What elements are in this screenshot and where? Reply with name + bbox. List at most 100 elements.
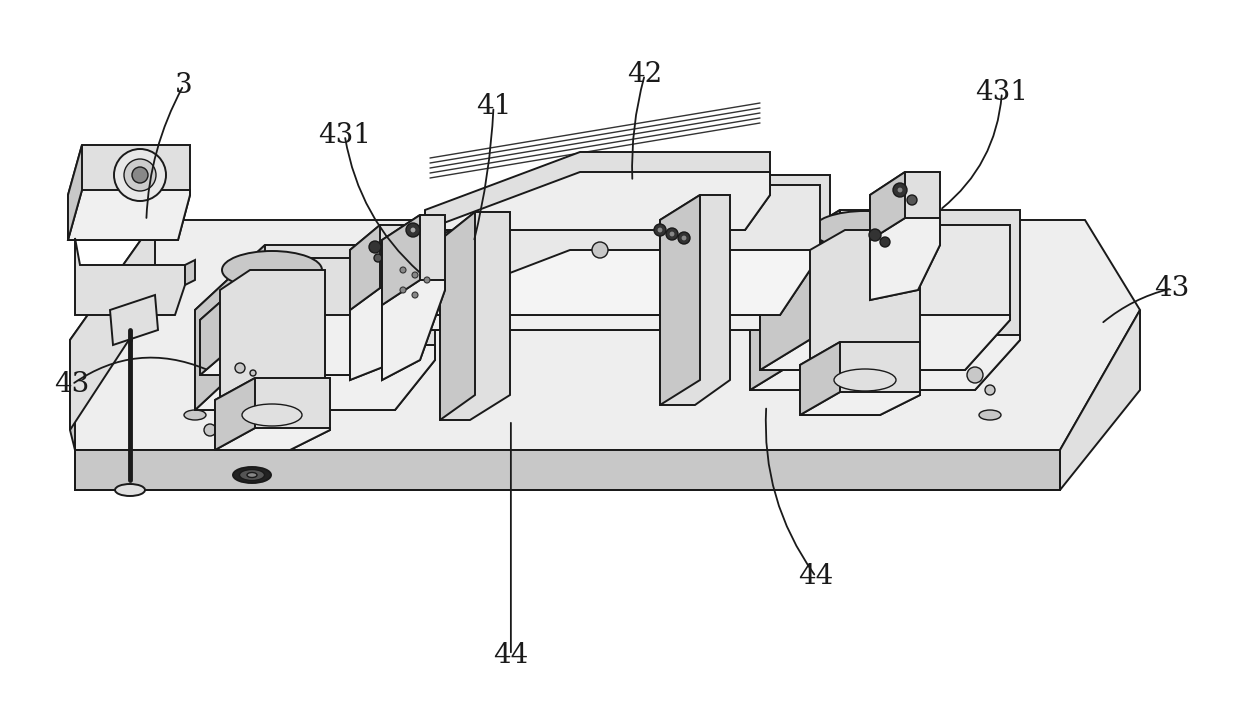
Circle shape bbox=[666, 228, 678, 240]
Polygon shape bbox=[750, 210, 1021, 390]
Polygon shape bbox=[69, 220, 1140, 450]
Circle shape bbox=[906, 195, 918, 205]
Circle shape bbox=[967, 367, 983, 383]
Polygon shape bbox=[69, 220, 155, 430]
Circle shape bbox=[410, 227, 415, 233]
Ellipse shape bbox=[184, 410, 206, 420]
Circle shape bbox=[401, 267, 405, 273]
Circle shape bbox=[396, 263, 410, 277]
Circle shape bbox=[653, 224, 666, 236]
Polygon shape bbox=[195, 345, 435, 410]
Circle shape bbox=[205, 424, 216, 436]
Ellipse shape bbox=[980, 410, 1001, 420]
Polygon shape bbox=[69, 340, 74, 450]
Polygon shape bbox=[110, 295, 157, 345]
Polygon shape bbox=[1060, 310, 1140, 490]
Polygon shape bbox=[350, 288, 410, 380]
Circle shape bbox=[405, 223, 420, 237]
Text: 43: 43 bbox=[1154, 275, 1189, 302]
Polygon shape bbox=[200, 315, 379, 375]
Polygon shape bbox=[660, 195, 730, 405]
Circle shape bbox=[250, 370, 255, 376]
Circle shape bbox=[370, 241, 381, 253]
Polygon shape bbox=[215, 378, 330, 450]
Circle shape bbox=[657, 227, 663, 233]
Polygon shape bbox=[760, 225, 849, 370]
Circle shape bbox=[124, 159, 156, 191]
Text: 431: 431 bbox=[319, 122, 371, 149]
Circle shape bbox=[408, 268, 422, 282]
Polygon shape bbox=[382, 215, 445, 380]
Polygon shape bbox=[185, 260, 195, 285]
Circle shape bbox=[412, 272, 418, 278]
Polygon shape bbox=[74, 450, 1060, 490]
Text: 44: 44 bbox=[494, 642, 528, 669]
Polygon shape bbox=[219, 270, 325, 415]
Polygon shape bbox=[391, 265, 830, 330]
Polygon shape bbox=[440, 212, 510, 420]
Polygon shape bbox=[425, 152, 770, 230]
Circle shape bbox=[893, 183, 906, 197]
Polygon shape bbox=[870, 172, 905, 240]
Circle shape bbox=[670, 231, 675, 237]
Circle shape bbox=[374, 254, 382, 262]
Ellipse shape bbox=[233, 467, 272, 483]
Ellipse shape bbox=[242, 404, 303, 426]
Ellipse shape bbox=[115, 484, 145, 496]
Polygon shape bbox=[350, 225, 410, 380]
Circle shape bbox=[678, 232, 689, 244]
Polygon shape bbox=[391, 175, 560, 330]
Ellipse shape bbox=[812, 211, 918, 249]
Polygon shape bbox=[215, 428, 330, 450]
Ellipse shape bbox=[222, 251, 322, 289]
Circle shape bbox=[712, 237, 728, 253]
Text: 431: 431 bbox=[976, 79, 1028, 106]
Polygon shape bbox=[401, 250, 820, 315]
Text: 44: 44 bbox=[799, 563, 833, 590]
Polygon shape bbox=[760, 315, 1011, 370]
Circle shape bbox=[897, 187, 903, 193]
Circle shape bbox=[869, 229, 880, 241]
Ellipse shape bbox=[835, 369, 897, 391]
Circle shape bbox=[236, 363, 246, 373]
Polygon shape bbox=[810, 230, 920, 380]
Polygon shape bbox=[870, 172, 940, 300]
Polygon shape bbox=[215, 378, 255, 450]
Circle shape bbox=[985, 385, 994, 395]
Polygon shape bbox=[425, 172, 770, 230]
Polygon shape bbox=[401, 185, 820, 315]
Ellipse shape bbox=[222, 396, 322, 434]
Polygon shape bbox=[382, 280, 445, 380]
Circle shape bbox=[396, 283, 410, 297]
Polygon shape bbox=[750, 210, 839, 390]
Text: 42: 42 bbox=[627, 61, 662, 88]
Circle shape bbox=[681, 235, 687, 241]
Circle shape bbox=[408, 288, 422, 302]
Polygon shape bbox=[195, 245, 265, 410]
Polygon shape bbox=[200, 258, 270, 375]
Circle shape bbox=[420, 273, 434, 287]
Polygon shape bbox=[200, 258, 379, 375]
Polygon shape bbox=[660, 195, 701, 405]
Polygon shape bbox=[760, 225, 1011, 370]
Polygon shape bbox=[74, 238, 185, 315]
Polygon shape bbox=[68, 190, 190, 240]
Circle shape bbox=[424, 277, 430, 283]
Text: 3: 3 bbox=[175, 72, 192, 99]
Ellipse shape bbox=[239, 469, 264, 481]
Circle shape bbox=[880, 237, 890, 247]
Polygon shape bbox=[800, 342, 920, 415]
Ellipse shape bbox=[247, 473, 257, 478]
Polygon shape bbox=[350, 225, 379, 310]
Polygon shape bbox=[870, 218, 940, 300]
Circle shape bbox=[114, 149, 166, 201]
Polygon shape bbox=[68, 145, 190, 240]
Polygon shape bbox=[440, 212, 475, 420]
Ellipse shape bbox=[812, 361, 918, 399]
Circle shape bbox=[412, 292, 418, 298]
Polygon shape bbox=[800, 342, 839, 415]
Polygon shape bbox=[195, 245, 435, 410]
Polygon shape bbox=[382, 215, 420, 305]
Polygon shape bbox=[68, 145, 82, 240]
Circle shape bbox=[401, 287, 405, 293]
